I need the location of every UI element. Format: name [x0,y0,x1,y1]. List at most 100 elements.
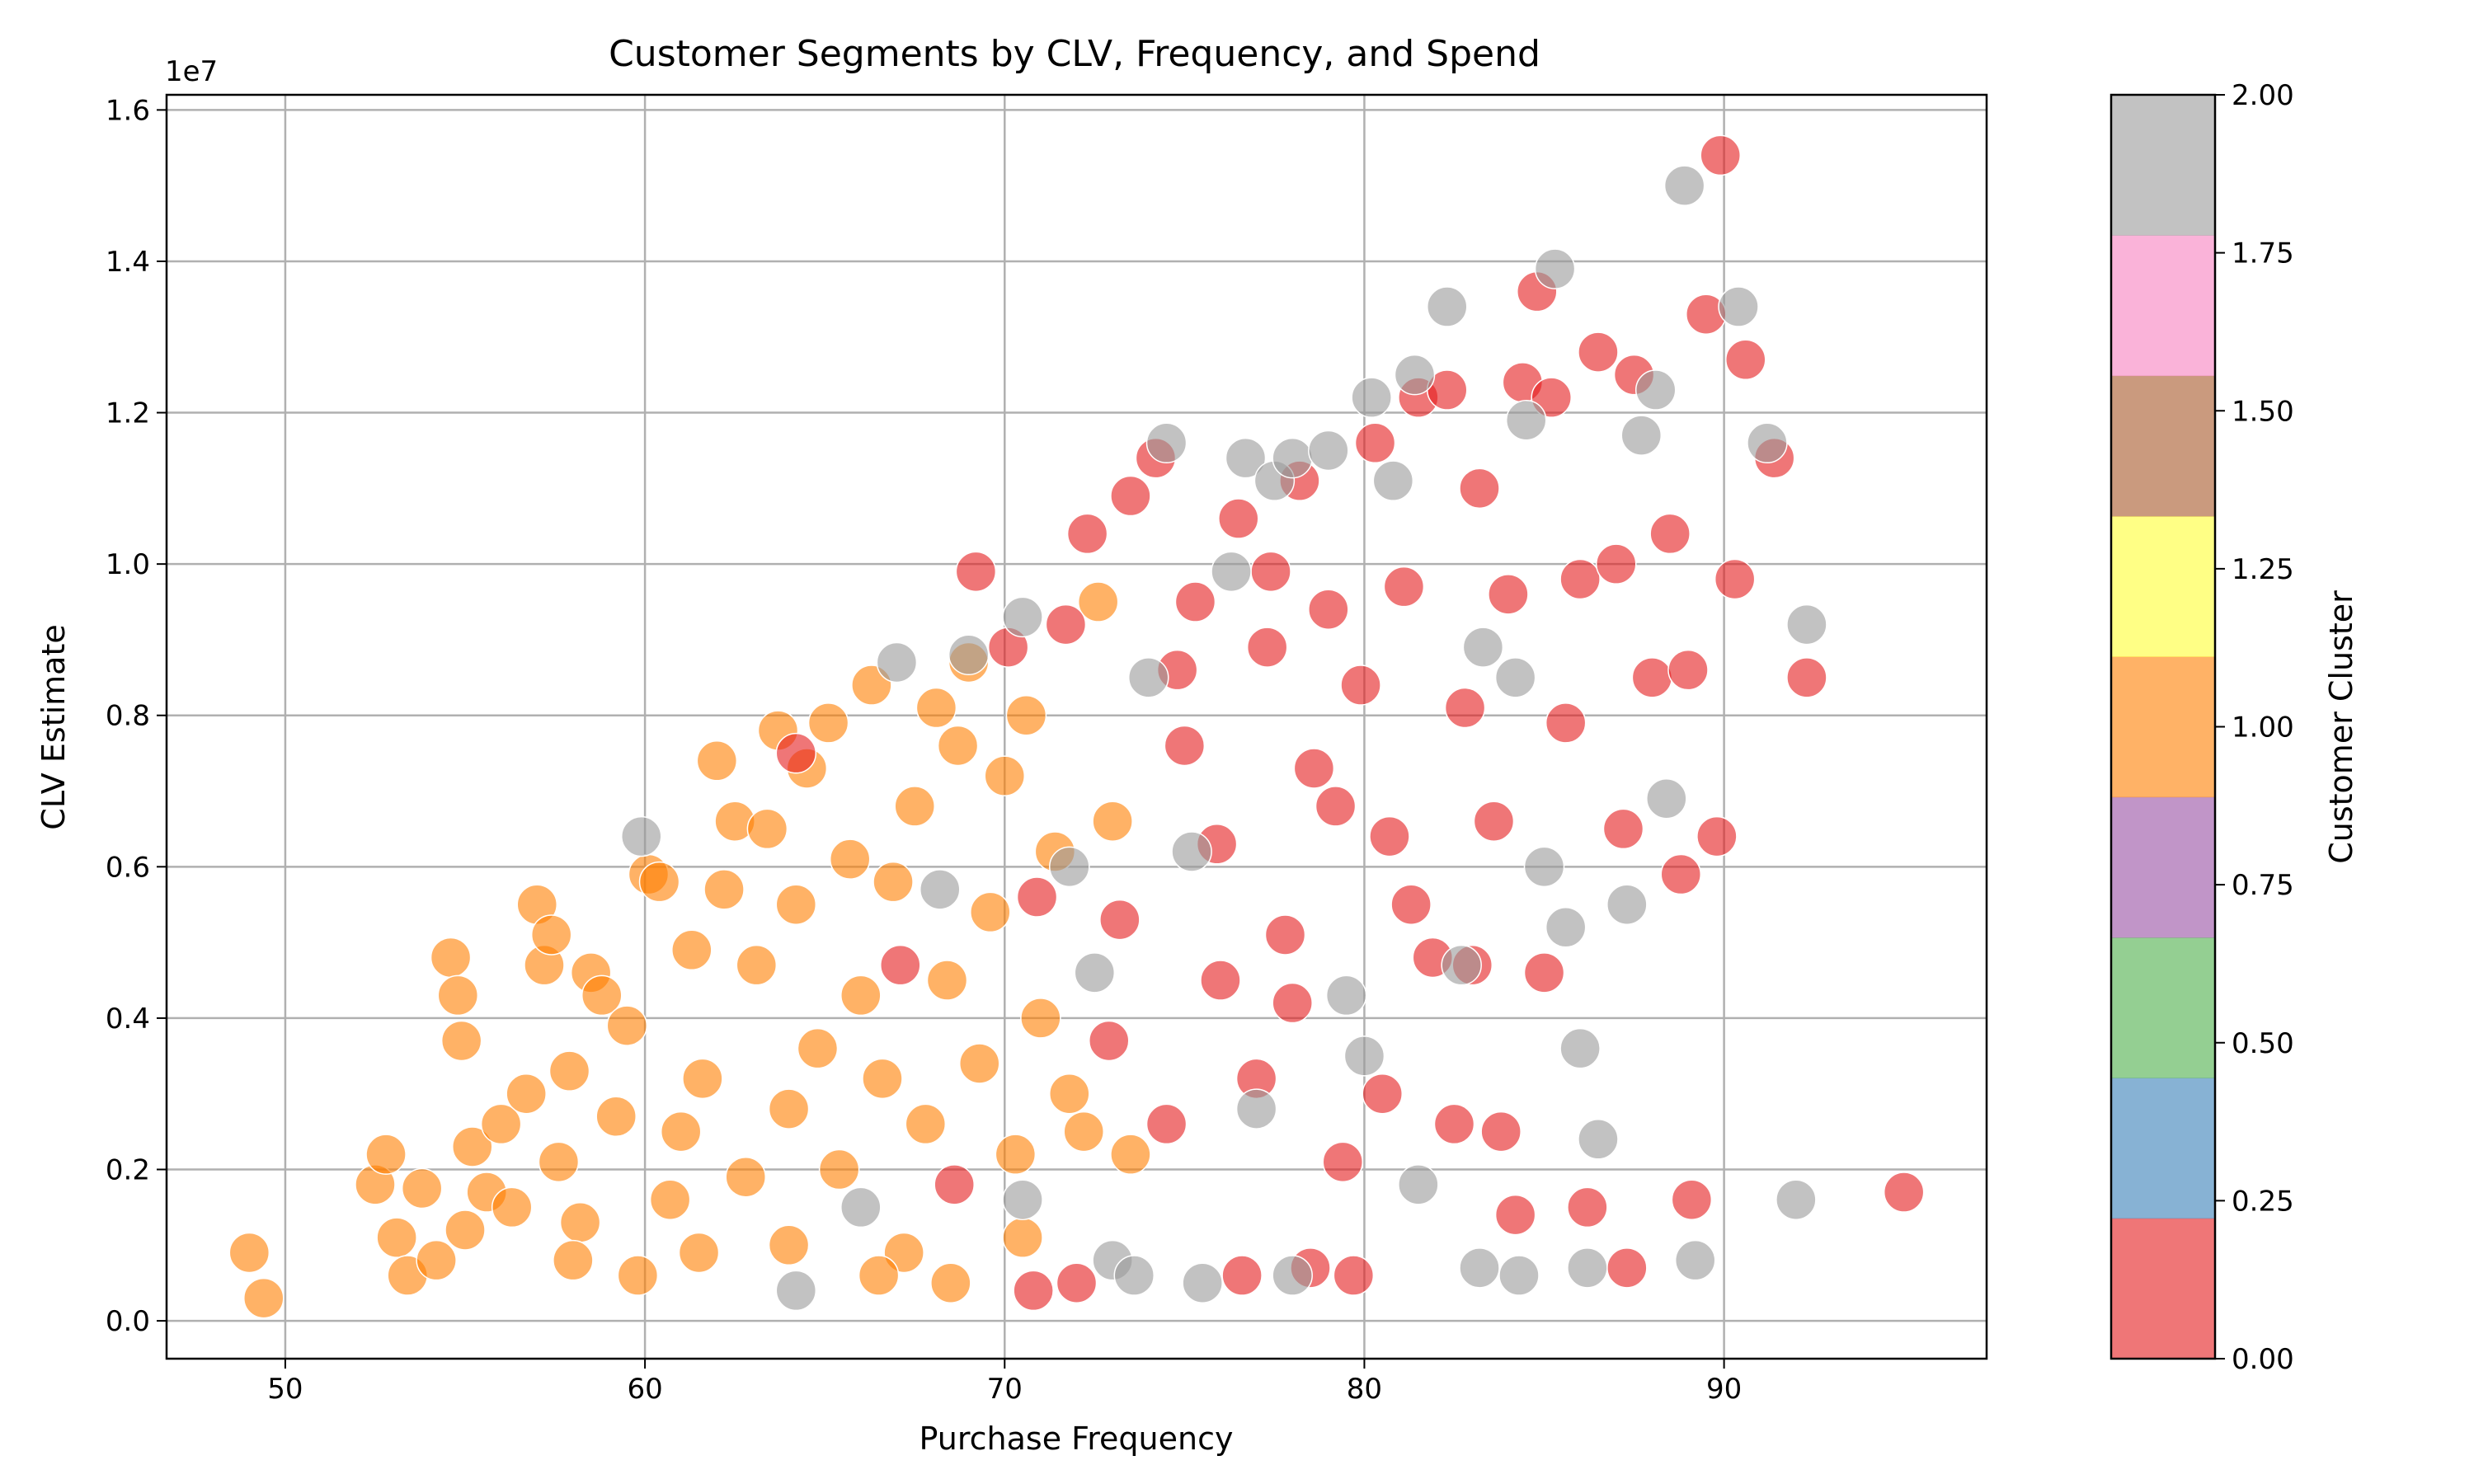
plot-frame [165,93,1988,1360]
data-point [1398,1164,1439,1205]
data-point [1606,1247,1648,1289]
data-point [1005,694,1047,736]
data-point [840,974,882,1017]
y-tick-label: 1.4 [106,246,150,279]
data-point [480,1103,522,1145]
data-point [1671,1179,1713,1220]
data-point [1786,603,1827,646]
data-point [678,1232,720,1274]
data-point [984,755,1026,796]
data-point [948,634,990,676]
data-point [1631,657,1673,698]
data-point [862,1058,903,1100]
data-point [1567,1247,1608,1289]
data-point [649,1179,691,1220]
data-point [937,725,979,767]
data-point [682,1058,723,1100]
data-point [491,1186,533,1228]
x-axis-label: Purchase Frequency [920,1421,1234,1457]
data-point [840,1186,882,1228]
data-point [548,1050,590,1092]
data-point [1634,369,1677,411]
data-point [1045,603,1087,646]
data-point [1567,1186,1608,1228]
data-point [1272,982,1313,1024]
colorbar-tick-label: 1.75 [2232,237,2294,270]
data-point [1110,475,1151,517]
data-point [1714,558,1756,600]
data-point [1351,377,1392,418]
data-point [1145,1103,1188,1145]
data-point [1145,422,1188,464]
series-cluster-2 [620,165,1827,1312]
data-point [1441,944,1482,986]
data-point [1649,513,1691,555]
data-point [1362,1073,1403,1115]
data-point [617,1255,659,1296]
y-tick-label: 0.2 [106,1154,150,1187]
y-tick-label: 0.4 [106,1003,150,1036]
data-point [1002,1179,1043,1220]
y-tick-label: 1.2 [106,397,150,430]
data-point [1663,165,1705,206]
colorbar-segment [2111,796,2215,938]
data-point [736,944,778,986]
data-point [401,1167,443,1209]
data-point [1322,1141,1364,1183]
colorbar-segment [2111,235,2215,377]
data-point [905,1103,947,1145]
data-point [606,1005,648,1046]
data-point [1747,422,1788,464]
data-point [1505,399,1547,441]
data-point [1049,846,1090,888]
data-point [1559,558,1601,600]
data-point [1250,551,1291,593]
data-point [1646,777,1687,819]
data-point [1354,422,1396,464]
data-point [1099,899,1141,941]
data-point [530,914,572,956]
data-point [440,1020,482,1062]
y-tick-label: 0.0 [106,1305,150,1338]
colorbar-segment [2111,1078,2215,1219]
data-point [1016,876,1058,918]
data-point [671,929,713,971]
data-point [775,1270,817,1312]
colorbar-tick-label: 1.50 [2232,395,2294,428]
data-point [703,869,745,910]
data-point [1066,513,1108,555]
colorbar-segment [2111,656,2215,798]
data-point [1444,687,1486,729]
data-point [970,891,1011,933]
y-axis-label: CLV Estimate [35,624,72,829]
data-point [775,884,817,925]
x-tick-label: 90 [1706,1373,1742,1406]
data-point [1110,1134,1151,1175]
data-point [1700,134,1741,176]
x-axis-ticks: 50 60 70 80 90 [267,1359,1742,1406]
x-tick-label: 80 [1347,1373,1382,1406]
data-point [1620,415,1663,456]
colorbar-segments [2111,95,2215,1360]
data-point [365,1134,407,1175]
data-point [451,1126,493,1167]
data-point [818,1148,860,1190]
data-point [559,1202,601,1243]
data-point [638,861,680,903]
chart-title: Customer Segments by CLV, Frequency, and… [609,33,1540,75]
data-point [444,1209,486,1251]
data-point [1077,581,1119,622]
x-tick-label: 60 [627,1373,662,1406]
y-tick-label: 0.8 [106,700,150,733]
data-point [955,551,997,593]
data-point [1225,437,1267,479]
data-point [934,1164,975,1205]
data-point [1372,460,1414,501]
data-point [1369,815,1410,857]
data-point [746,808,788,850]
y-tick-label: 0.6 [106,851,150,884]
data-point [1534,248,1576,289]
data-point [1667,649,1709,691]
colorbar-label: Customer Cluster [2323,590,2359,864]
